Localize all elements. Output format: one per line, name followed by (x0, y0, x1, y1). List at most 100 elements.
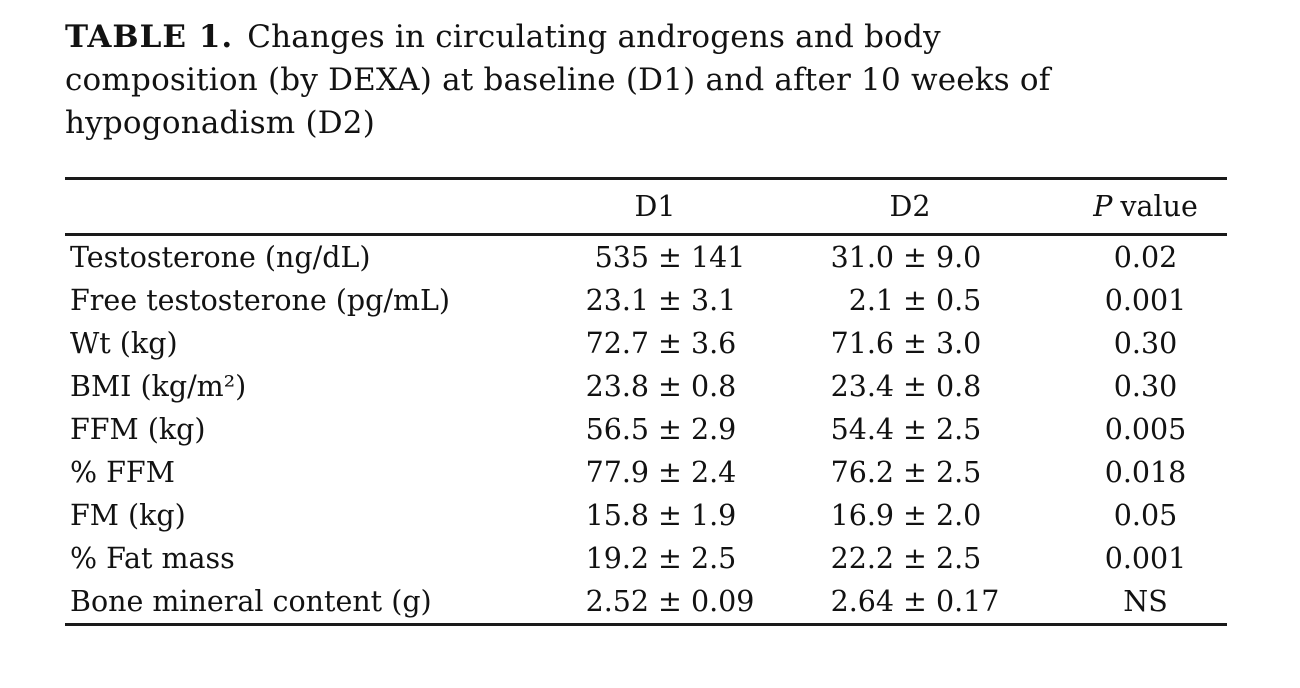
d1-error: 2.5 (690, 542, 737, 575)
caption-line-3: hypogonadism (D2) (65, 105, 376, 141)
d2-value: 23.4 ±0.8 (790, 365, 1030, 408)
d2-error: 0.8 (935, 370, 982, 403)
d2-value: 31.0 ±9.0 (790, 235, 1030, 280)
d2-mean: 16.9 (830, 499, 895, 532)
table-row: Bone mineral content (g) 2.52 ±0.09 2.64 ±… (65, 580, 1227, 625)
d1-error: 2.4 (690, 456, 737, 489)
p-value: NS (1123, 585, 1168, 618)
d2-mean: 71.6 (830, 327, 895, 360)
d2-error: 0.17 (935, 585, 1000, 618)
table-row: % FFM 77.9 ±2.4 76.2 ±2.5 0.018 (65, 451, 1227, 494)
d2-value: 2.64 ±0.17 (790, 580, 1030, 625)
row-label: Testosterone (ng/dL) (70, 241, 371, 274)
d1-mean: 72.7 (585, 327, 650, 360)
col-header-d1: D1 (634, 190, 676, 223)
row-label: Bone mineral content (g) (70, 585, 432, 618)
plus-minus-sign: ± (658, 370, 682, 403)
table-row: Free testosterone (pg/mL) 23.1 ±3.1 2.1 ±0… (65, 279, 1227, 322)
plus-minus-sign: ± (903, 585, 927, 618)
d2-value: 16.9 ±2.0 (790, 494, 1030, 537)
d2-mean: 22.2 (830, 542, 895, 575)
d1-value: 19.2 ±2.5 (520, 537, 790, 580)
d1-value: 23.8 ±0.8 (520, 365, 790, 408)
col-header-empty (65, 179, 520, 235)
p-value: 0.02 (1113, 241, 1178, 274)
d1-mean: 535 (594, 241, 650, 274)
d1-value: 56.5 ±2.9 (520, 408, 790, 451)
table-caption: TABLE 1. Changes in circulating androgens… (65, 16, 1227, 145)
p-value: 0.005 (1104, 413, 1187, 446)
d2-error: 0.5 (935, 284, 982, 317)
d2-value: 71.6 ±3.0 (790, 322, 1030, 365)
p-value: 0.30 (1113, 370, 1178, 403)
d1-value: 77.9 ±2.4 (520, 451, 790, 494)
plus-minus-sign: ± (658, 241, 682, 274)
plus-minus-sign: ± (903, 413, 927, 446)
d2-error: 2.5 (935, 456, 982, 489)
plus-minus-sign: ± (903, 542, 927, 575)
d1-error: 141 (690, 241, 746, 274)
plus-minus-sign: ± (658, 499, 682, 532)
d2-mean: 23.4 (830, 370, 895, 403)
d1-value: 535 ±141 (520, 235, 790, 280)
plus-minus-sign: ± (903, 241, 927, 274)
row-label: Wt (kg) (70, 327, 178, 360)
d1-error: 3.1 (690, 284, 737, 317)
p-value-word: value (1120, 190, 1198, 223)
table-row: BMI (kg/m²) 23.8 ±0.8 23.4 ±0.8 0.30 (65, 365, 1227, 408)
d1-mean: 23.1 (585, 284, 650, 317)
caption-line-2: composition (by DEXA) at baseline (D1) a… (65, 62, 1051, 98)
table-row: FFM (kg) 56.5 ±2.9 54.4 ±2.5 0.005 (65, 408, 1227, 451)
d1-mean: 77.9 (585, 456, 650, 489)
plus-minus-sign: ± (903, 284, 927, 317)
row-label: FM (kg) (70, 499, 186, 532)
d1-mean: 56.5 (585, 413, 650, 446)
table-number-label: TABLE 1. (65, 19, 234, 55)
p-value: 0.001 (1104, 284, 1187, 317)
d2-error: 2.5 (935, 542, 982, 575)
table-row: % Fat mass 19.2 ±2.5 22.2 ±2.5 0.001 (65, 537, 1227, 580)
table-row: Testosterone (ng/dL) 535 ±141 31.0 ±9.0 0.… (65, 235, 1227, 280)
row-label: % Fat mass (70, 542, 235, 575)
plus-minus-sign: ± (903, 499, 927, 532)
d2-value: 22.2 ±2.5 (790, 537, 1030, 580)
d1-error: 0.09 (690, 585, 755, 618)
p-value: 0.05 (1113, 499, 1178, 532)
d2-error: 9.0 (935, 241, 982, 274)
p-value: 0.001 (1104, 542, 1187, 575)
d2-value: 54.4 ±2.5 (790, 408, 1030, 451)
d1-mean: 15.8 (585, 499, 650, 532)
table-row: Wt (kg) 72.7 ±3.6 71.6 ±3.0 0.30 (65, 322, 1227, 365)
d1-value: 15.8 ±1.9 (520, 494, 790, 537)
p-value: 0.30 (1113, 327, 1178, 360)
row-label: Free testosterone (pg/mL) (70, 284, 451, 317)
plus-minus-sign: ± (903, 370, 927, 403)
d1-error: 2.9 (690, 413, 737, 446)
d1-value: 72.7 ±3.6 (520, 322, 790, 365)
plus-minus-sign: ± (903, 327, 927, 360)
d1-error: 3.6 (690, 327, 737, 360)
d2-error: 2.5 (935, 413, 982, 446)
d2-value: 76.2 ±2.5 (790, 451, 1030, 494)
p-value: 0.018 (1104, 456, 1187, 489)
d2-mean: 2.1 (848, 284, 895, 317)
plus-minus-sign: ± (903, 456, 927, 489)
d2-value: 2.1 ±0.5 (790, 279, 1030, 322)
plus-minus-sign: ± (658, 413, 682, 446)
plus-minus-sign: ± (658, 585, 682, 618)
caption-line-1: TABLE 1. Changes in circulating androgens… (65, 16, 1227, 59)
table-row: FM (kg) 15.8 ±1.9 16.9 ±2.0 0.05 (65, 494, 1227, 537)
d1-mean: 23.8 (585, 370, 650, 403)
d1-value: 2.52 ±0.09 (520, 580, 790, 625)
plus-minus-sign: ± (658, 284, 682, 317)
p-symbol: P (1093, 190, 1113, 223)
d1-mean: 2.52 (585, 585, 650, 618)
col-header-d2: D2 (889, 190, 931, 223)
d2-mean: 54.4 (830, 413, 895, 446)
d2-mean: 76.2 (830, 456, 895, 489)
plus-minus-sign: ± (658, 327, 682, 360)
d1-error: 0.8 (690, 370, 737, 403)
